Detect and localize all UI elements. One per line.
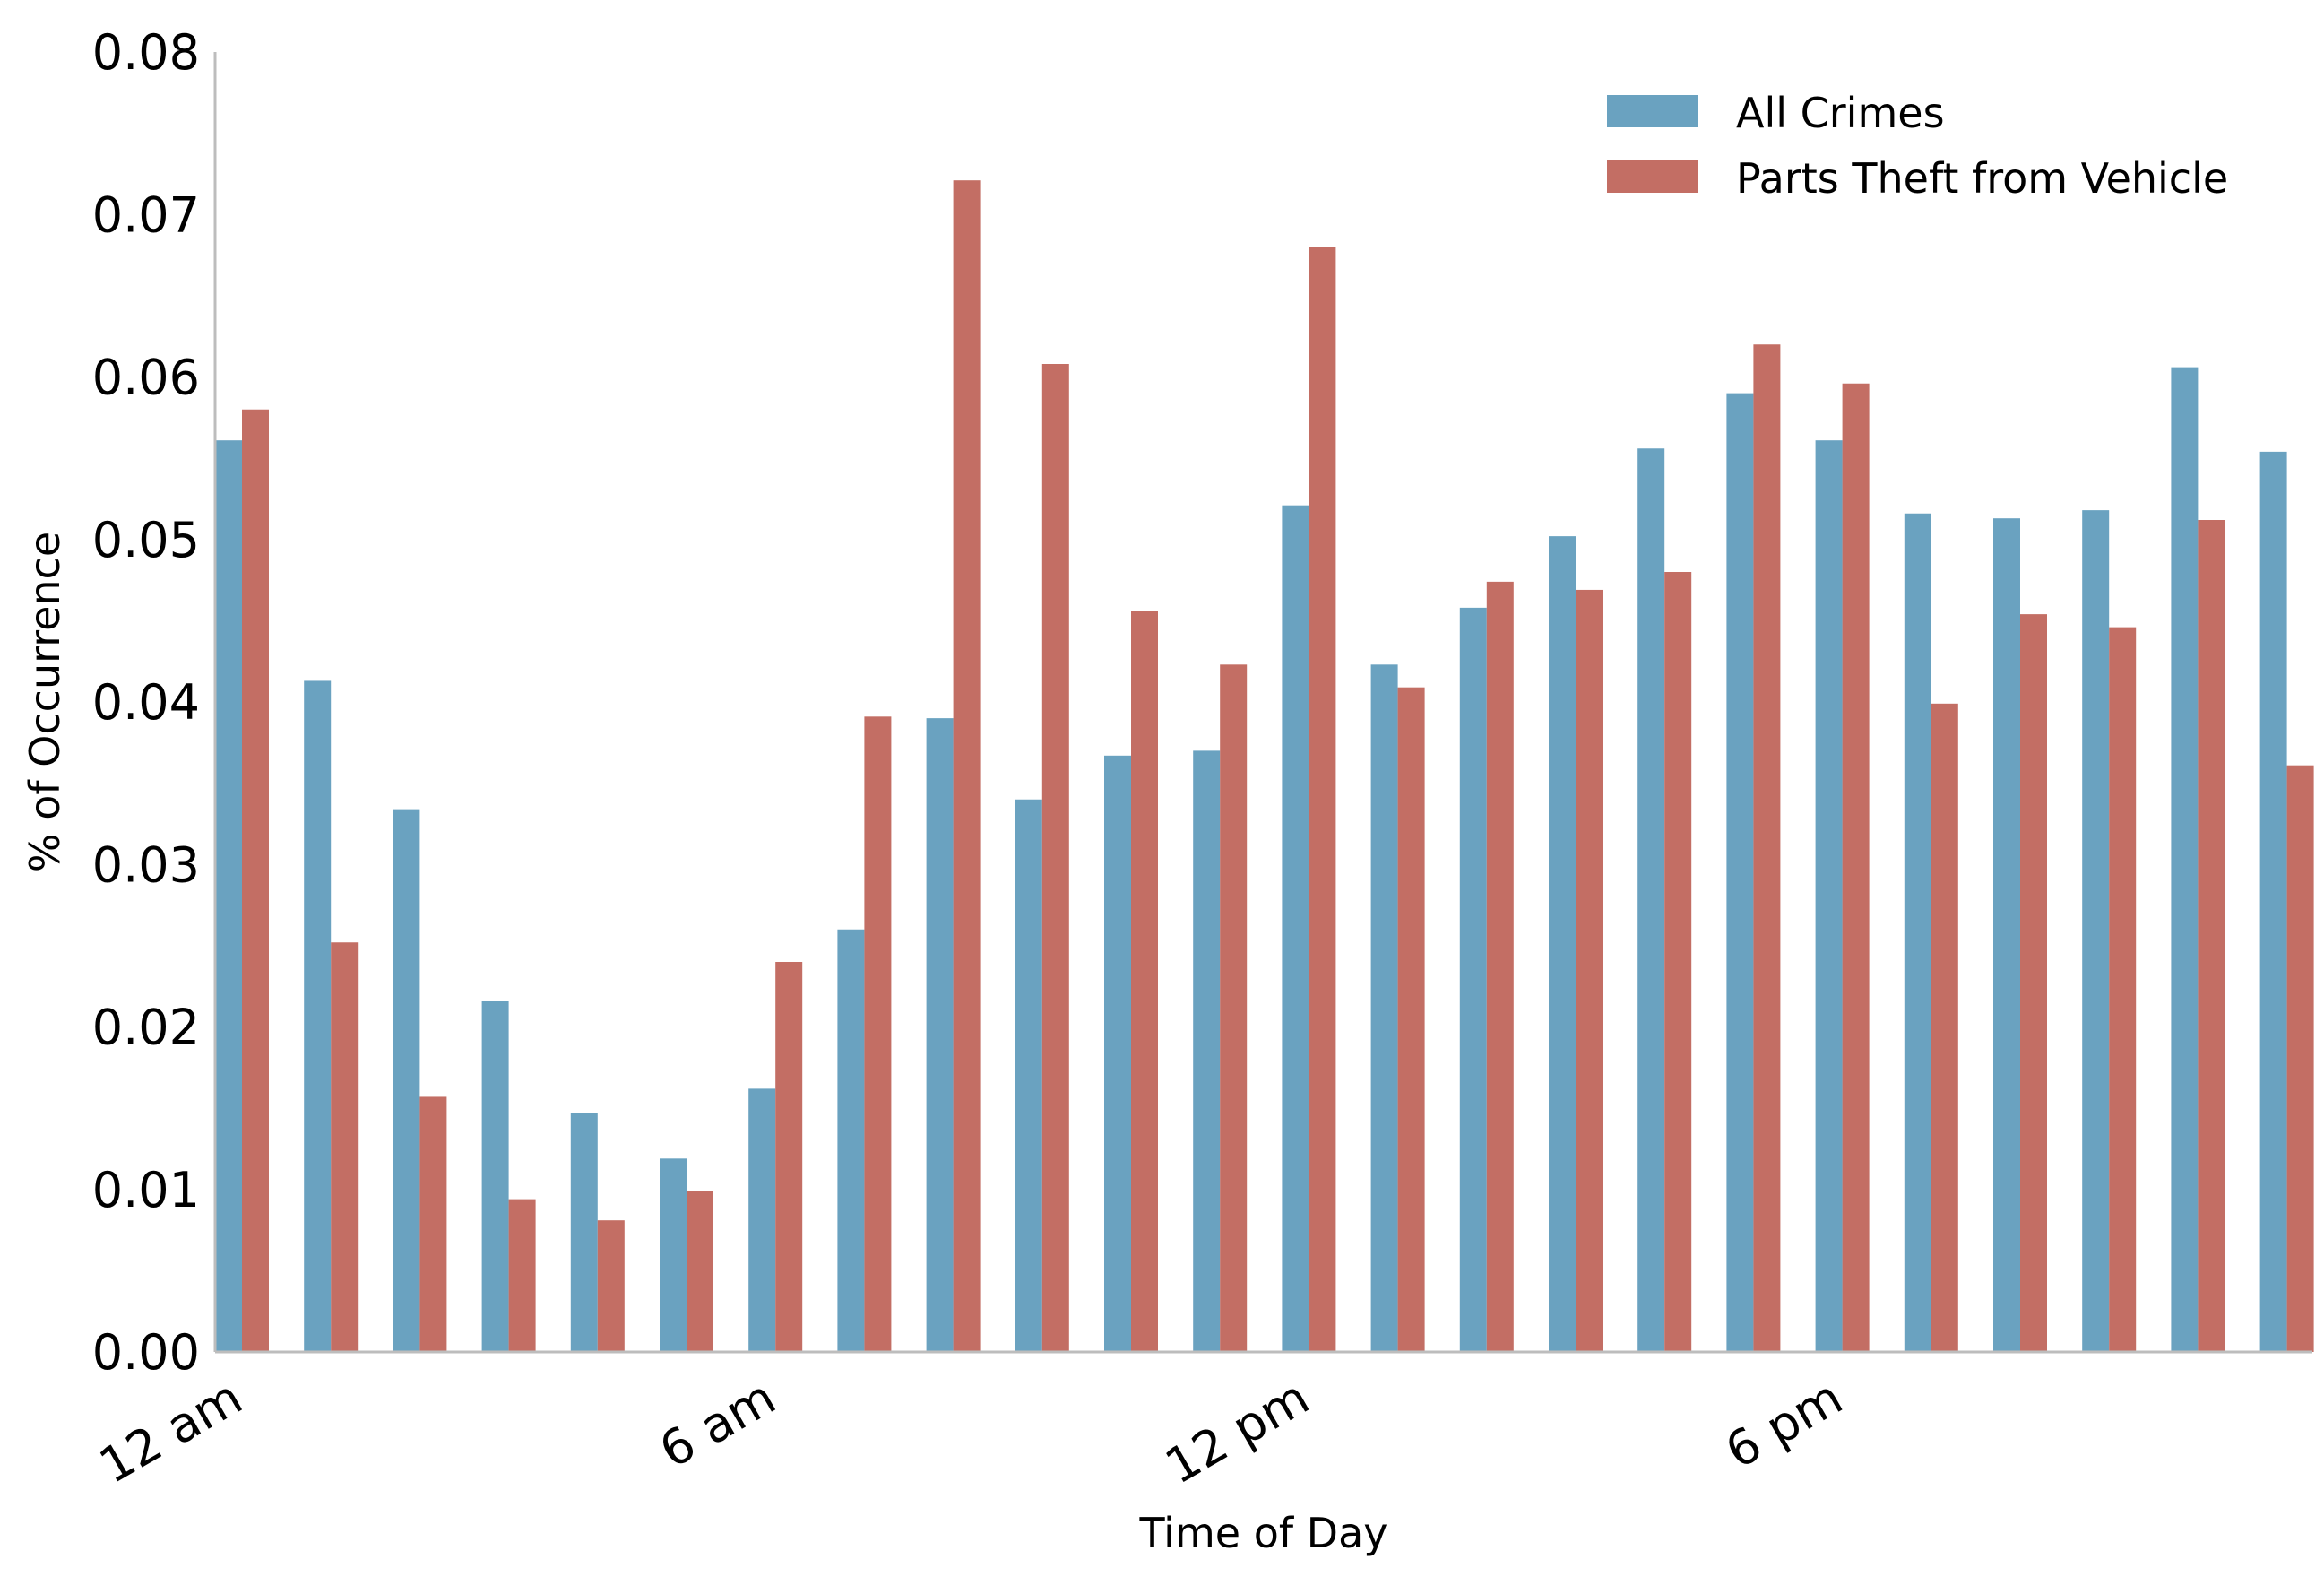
bar-parts-theft-hour-21 [2109, 627, 2137, 1352]
bar-parts-theft-hour-15 [1576, 589, 1603, 1352]
bar-parts-theft-hour-16 [1664, 572, 1692, 1352]
bar-parts-theft-hour-14 [1486, 581, 1514, 1352]
y-axis-title: % of Occurrence [21, 532, 69, 872]
bar-parts-theft-hour-13 [1397, 687, 1425, 1352]
bar-all-crimes-hour-13 [1370, 664, 1398, 1352]
bar-all-crimes-hour-6 [748, 1088, 776, 1352]
legend-label-parts-theft: Parts Theft from Vehicle [1736, 154, 2228, 203]
bar-all-crimes-hour-15 [1549, 536, 1576, 1352]
bar-all-crimes-hour-16 [1637, 448, 1665, 1352]
y-tick-label: 0.02 [92, 1000, 200, 1056]
bar-parts-theft-hour-1 [331, 942, 359, 1352]
y-tick-label: 0.03 [92, 836, 200, 893]
bar-all-crimes-hour-17 [1726, 393, 1754, 1352]
bars-layer [215, 180, 2314, 1352]
bar-parts-theft-hour-4 [597, 1220, 625, 1352]
legend-swatch-all-crimes [1607, 95, 1698, 127]
bar-all-crimes-hour-4 [570, 1113, 598, 1352]
bar-all-crimes-hour-23 [2259, 451, 2287, 1352]
legend-swatch-parts-theft [1607, 160, 1698, 193]
bar-all-crimes-hour-18 [1815, 440, 1843, 1352]
bar-parts-theft-hour-17 [1753, 344, 1781, 1352]
y-tick-label: 0.08 [92, 24, 200, 81]
bar-parts-theft-hour-8 [953, 180, 981, 1352]
bar-all-crimes-hour-0 [215, 440, 242, 1352]
y-tick-label: 0.05 [92, 512, 200, 568]
x-tick-label: 6 pm [1716, 1369, 1852, 1480]
bar-all-crimes-hour-11 [1193, 750, 1221, 1352]
bar-all-crimes-hour-7 [837, 929, 865, 1352]
bar-all-crimes-hour-2 [393, 809, 420, 1352]
legend-label-all-crimes: All Crimes [1736, 89, 1945, 137]
x-tick-label: 12 am [90, 1369, 251, 1495]
x-tick-label: 6 am [650, 1369, 784, 1479]
bar-all-crimes-hour-10 [1104, 755, 1131, 1352]
x-tick-label: 12 pm [1156, 1369, 1318, 1495]
bar-parts-theft-hour-12 [1309, 247, 1336, 1352]
bar-parts-theft-hour-3 [508, 1199, 536, 1352]
y-tick-label: 0.00 [92, 1324, 200, 1381]
y-tick-label: 0.01 [92, 1162, 200, 1218]
bar-parts-theft-hour-2 [419, 1096, 447, 1352]
bar-parts-theft-hour-9 [1041, 364, 1069, 1352]
bar-all-crimes-hour-21 [2082, 510, 2110, 1352]
bar-parts-theft-hour-0 [242, 409, 269, 1352]
bar-all-crimes-hour-20 [1993, 518, 2020, 1352]
bar-all-crimes-hour-8 [926, 718, 954, 1352]
bar-all-crimes-hour-5 [660, 1158, 687, 1352]
y-tick-label: 0.06 [92, 350, 200, 406]
bar-all-crimes-hour-9 [1015, 799, 1042, 1352]
bar-parts-theft-hour-18 [1842, 383, 1870, 1352]
bar-parts-theft-hour-23 [2286, 765, 2314, 1352]
bar-parts-theft-hour-22 [2198, 520, 2225, 1352]
axes-layer [213, 52, 2312, 1354]
x-axis-title: Time of Day [1139, 1509, 1388, 1557]
bar-all-crimes-hour-22 [2171, 367, 2199, 1352]
bar-all-crimes-hour-12 [1282, 505, 1309, 1352]
bar-all-crimes-hour-1 [304, 680, 332, 1352]
bar-parts-theft-hour-7 [864, 716, 892, 1352]
y-tick-label: 0.07 [92, 186, 200, 243]
bar-all-crimes-hour-19 [1904, 513, 1931, 1352]
bar-all-crimes-hour-3 [481, 1001, 509, 1352]
bar-parts-theft-hour-10 [1131, 611, 1158, 1352]
bar-parts-theft-hour-5 [687, 1191, 713, 1352]
bar-parts-theft-hour-19 [1931, 703, 1958, 1352]
bar-parts-theft-hour-11 [1220, 664, 1248, 1352]
bar-parts-theft-hour-6 [775, 962, 803, 1352]
y-tick-label: 0.04 [92, 674, 200, 731]
legend: All Crimes Parts Theft from Vehicle [1607, 89, 2228, 203]
bar-all-crimes-hour-14 [1459, 607, 1487, 1352]
bar-parts-theft-hour-20 [2020, 614, 2047, 1352]
